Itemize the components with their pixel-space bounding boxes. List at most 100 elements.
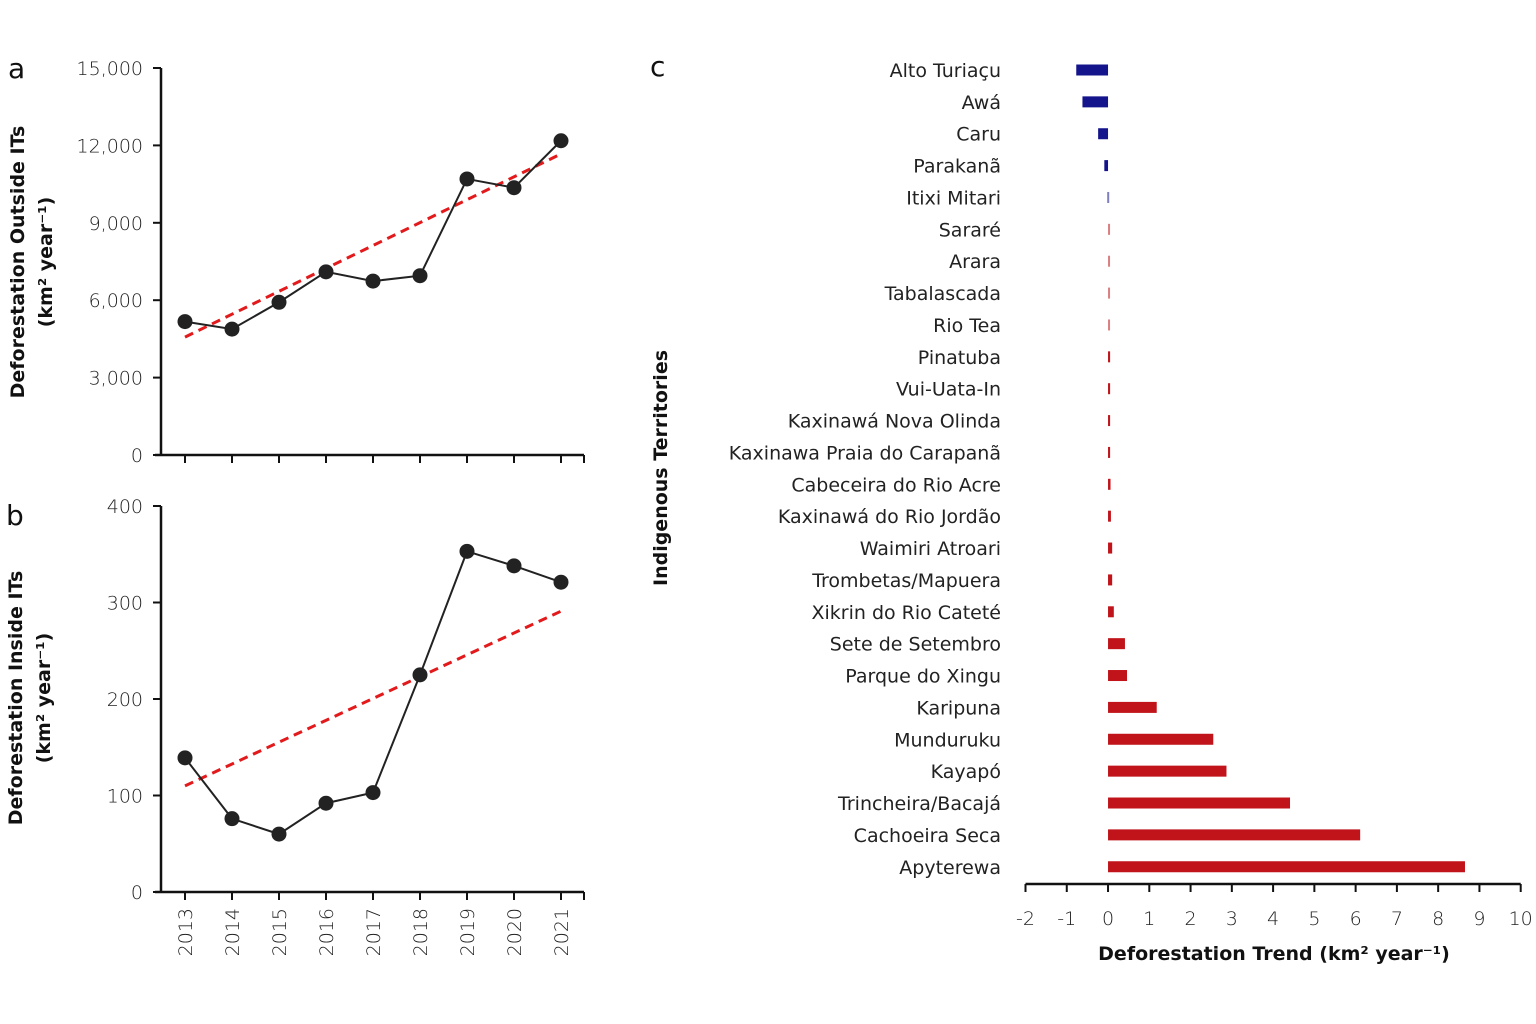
panel-a-ylabel-line2: (km² year⁻¹) bbox=[35, 197, 57, 328]
a-data-point bbox=[318, 264, 334, 280]
bar bbox=[1108, 542, 1113, 554]
b-trend-line bbox=[184, 609, 562, 788]
category-label: Awá bbox=[962, 92, 1001, 114]
category-label: Alto Turiaçu bbox=[890, 60, 1001, 82]
a-trend-line bbox=[184, 152, 562, 339]
category-label: Kayapó bbox=[931, 761, 1001, 783]
b-data-point bbox=[553, 574, 569, 590]
a-ytick-label: 3,000 bbox=[89, 368, 143, 390]
bar bbox=[1108, 765, 1227, 777]
b-data-point bbox=[318, 795, 334, 811]
category-label: Caru bbox=[956, 124, 1001, 146]
bar bbox=[1108, 797, 1291, 809]
c-xtick-label: 9 bbox=[1473, 908, 1485, 930]
bar bbox=[1108, 351, 1111, 363]
category-label: Trincheira/Bacajá bbox=[837, 793, 1001, 815]
panel-c-ylabel: Indigenous Territories bbox=[650, 350, 672, 586]
category-label: Arara bbox=[949, 251, 1001, 273]
c-xtick-label: 2 bbox=[1185, 908, 1197, 930]
a-ytick-label: 0 bbox=[131, 445, 143, 467]
c-xtick-label: 7 bbox=[1391, 908, 1403, 930]
panel-letter-c: c bbox=[650, 50, 665, 83]
a-observed-line bbox=[184, 140, 562, 331]
a-data-point bbox=[224, 321, 240, 337]
panel-b-ylabel-line1: Deforestation Inside ITs bbox=[5, 571, 27, 826]
bar bbox=[1108, 670, 1128, 682]
category-label: Vui-Uata-In bbox=[896, 379, 1001, 401]
category-label: Xikrin do Rio Cateté bbox=[811, 602, 1001, 624]
panel-c-chart: Indigenous Territories Deforestation Tre… bbox=[650, 60, 1533, 965]
category-label: Cabeceira do Rio Acre bbox=[791, 474, 1001, 496]
c-xtick-label: -1 bbox=[1057, 908, 1076, 930]
bar bbox=[1108, 255, 1111, 267]
category-label: Cachoeira Seca bbox=[854, 825, 1001, 847]
category-label: Trombetas/Mapuera bbox=[811, 570, 1001, 592]
bar bbox=[1108, 701, 1157, 713]
a-ytick-label: 12,000 bbox=[77, 135, 143, 157]
b-ytick-label: 100 bbox=[107, 786, 143, 808]
bar bbox=[1108, 287, 1111, 299]
a-data-point bbox=[271, 294, 287, 310]
bar bbox=[1108, 574, 1113, 586]
category-label: Munduruku bbox=[894, 729, 1001, 751]
b-ytick-label: 200 bbox=[107, 689, 143, 711]
bar bbox=[1082, 96, 1109, 108]
c-xtick-label: 4 bbox=[1267, 908, 1279, 930]
a-ytick-label: 6,000 bbox=[89, 290, 143, 312]
b-xtick-label: 2019 bbox=[457, 908, 479, 956]
category-label: Tabalascada bbox=[884, 283, 1001, 305]
bar bbox=[1108, 415, 1111, 427]
panel-letter-a: a bbox=[8, 52, 25, 85]
bar bbox=[1076, 64, 1109, 76]
category-label: Kaxinawa Praia do Carapanã bbox=[729, 442, 1001, 464]
category-label: Waimiri Atroari bbox=[860, 538, 1001, 560]
b-ytick-label: 300 bbox=[107, 593, 143, 615]
a-data-point bbox=[506, 180, 522, 196]
b-data-point bbox=[177, 750, 193, 766]
b-data-point bbox=[506, 558, 522, 574]
bar bbox=[1108, 446, 1111, 458]
bar bbox=[1108, 606, 1114, 618]
category-label: Pinatuba bbox=[918, 347, 1001, 369]
b-xtick-label: 2020 bbox=[504, 908, 526, 956]
a-data-point bbox=[412, 268, 428, 284]
bar bbox=[1104, 160, 1109, 172]
bar bbox=[1107, 191, 1110, 203]
category-label: Rio Tea bbox=[933, 315, 1001, 337]
a-data-point bbox=[459, 171, 475, 187]
c-xtick-label: -2 bbox=[1016, 908, 1035, 930]
a-ytick-label: 15,000 bbox=[77, 58, 143, 80]
b-xtick-label: 2014 bbox=[222, 908, 244, 956]
bar bbox=[1108, 510, 1111, 522]
a-data-point bbox=[365, 273, 381, 289]
bar bbox=[1098, 128, 1109, 140]
bar bbox=[1108, 383, 1111, 395]
category-label: Kaxinawá Nova Olinda bbox=[788, 411, 1001, 433]
c-xtick-label: 0 bbox=[1102, 908, 1114, 930]
b-ytick-label: 400 bbox=[107, 496, 143, 518]
category-label: Apyterewa bbox=[899, 857, 1001, 879]
category-label: Karipuna bbox=[916, 697, 1001, 719]
b-xtick-label: 2018 bbox=[410, 908, 432, 956]
b-xtick-label: 2016 bbox=[316, 908, 338, 956]
panel-c-xlabel: Deforestation Trend (km² year⁻¹) bbox=[1098, 943, 1450, 965]
c-xtick-label: 1 bbox=[1143, 908, 1155, 930]
b-ytick-label: 0 bbox=[131, 882, 143, 904]
category-label: Sete de Setembro bbox=[830, 634, 1001, 656]
c-xtick-label: 8 bbox=[1432, 908, 1444, 930]
b-xtick-label: 2015 bbox=[269, 908, 291, 956]
category-label: Itixi Mitari bbox=[906, 187, 1001, 209]
c-xtick-label: 10 bbox=[1509, 908, 1533, 930]
bar bbox=[1108, 829, 1361, 841]
bar bbox=[1108, 478, 1111, 490]
bar bbox=[1108, 319, 1111, 331]
category-label: Kaxinawá do Rio Jordão bbox=[778, 506, 1001, 528]
bar bbox=[1108, 861, 1465, 873]
a-ytick-label: 9,000 bbox=[89, 213, 143, 235]
b-data-point bbox=[224, 811, 240, 827]
b-xtick-label: 2017 bbox=[363, 908, 385, 956]
c-xtick-label: 3 bbox=[1226, 908, 1238, 930]
b-data-point bbox=[412, 667, 428, 683]
panel-a-ylabel-line1: Deforestation Outside ITs bbox=[7, 126, 29, 399]
category-label: Parque do Xingu bbox=[845, 666, 1001, 688]
